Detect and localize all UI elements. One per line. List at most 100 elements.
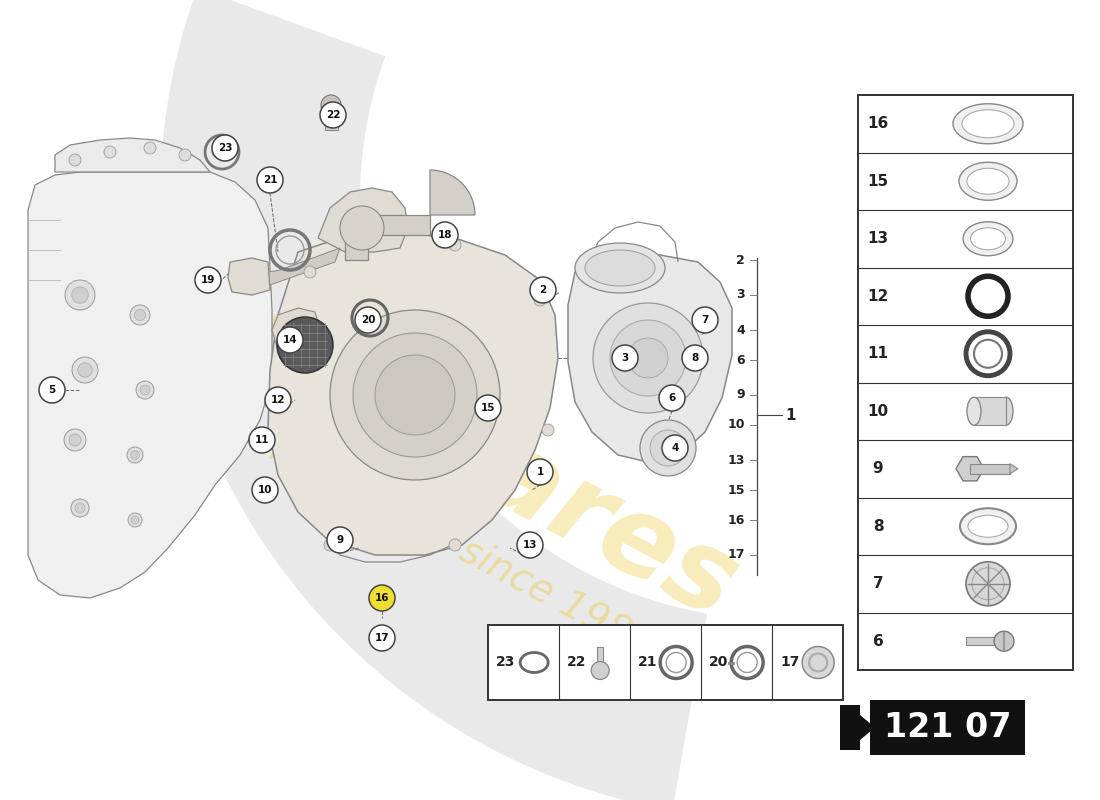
Text: 16: 16 [375,593,389,603]
Ellipse shape [953,104,1023,144]
Text: 1: 1 [785,407,795,422]
Circle shape [593,303,703,413]
Text: eurospares: eurospares [85,218,756,642]
Text: 13: 13 [522,540,537,550]
Text: 7: 7 [872,576,883,591]
Text: 9: 9 [736,389,745,402]
Text: 121 07: 121 07 [883,711,1011,744]
Circle shape [179,149,191,161]
Polygon shape [55,138,210,172]
Circle shape [320,102,346,128]
Polygon shape [272,308,320,362]
Circle shape [591,662,609,679]
Text: 22: 22 [326,110,340,120]
Circle shape [355,307,381,333]
Circle shape [140,385,150,395]
Circle shape [212,135,238,161]
Circle shape [72,357,98,383]
Text: 19: 19 [201,275,216,285]
Circle shape [64,429,86,451]
Polygon shape [1010,464,1018,474]
Text: 4: 4 [671,443,679,453]
Text: 17: 17 [375,633,389,643]
Ellipse shape [967,398,981,426]
Circle shape [682,345,708,371]
Ellipse shape [962,222,1013,256]
Polygon shape [966,638,998,646]
Circle shape [130,305,150,325]
Text: 15: 15 [481,403,495,413]
Circle shape [517,532,543,558]
Text: 21: 21 [263,175,277,185]
Circle shape [610,320,686,396]
Circle shape [304,266,316,278]
Text: a passion for parts since 1985: a passion for parts since 1985 [122,355,658,665]
Circle shape [131,516,139,524]
Circle shape [449,239,461,251]
Circle shape [277,317,333,373]
Circle shape [353,333,477,457]
Ellipse shape [962,110,1014,138]
Text: 16: 16 [868,116,889,131]
Text: 6: 6 [736,354,745,366]
Circle shape [78,363,92,377]
Text: 15: 15 [868,174,889,189]
Text: 22: 22 [568,655,586,670]
FancyBboxPatch shape [870,700,1025,755]
Circle shape [640,420,696,476]
Polygon shape [597,646,603,665]
Text: 17: 17 [727,549,745,562]
Circle shape [340,206,384,250]
Circle shape [368,585,395,611]
Circle shape [65,280,95,310]
Polygon shape [324,108,338,130]
Circle shape [659,385,685,411]
Circle shape [257,167,283,193]
Ellipse shape [970,228,1005,250]
Circle shape [662,435,688,461]
Circle shape [375,355,455,435]
Text: 21: 21 [638,655,658,670]
Text: 11: 11 [868,346,889,362]
Text: 20: 20 [710,655,728,670]
Text: 11: 11 [255,435,270,445]
Ellipse shape [968,515,1008,538]
Circle shape [966,562,1010,606]
Ellipse shape [959,162,1018,200]
Circle shape [75,503,85,513]
Circle shape [195,267,221,293]
Text: 9: 9 [872,462,883,476]
FancyBboxPatch shape [858,95,1072,670]
Circle shape [449,539,461,551]
Polygon shape [568,255,732,462]
Text: 10: 10 [257,485,273,495]
Text: 6: 6 [669,393,675,403]
Text: 12: 12 [271,395,285,405]
Ellipse shape [575,243,666,293]
Polygon shape [840,705,874,750]
Circle shape [252,477,278,503]
Circle shape [324,539,336,551]
Circle shape [104,146,116,158]
Circle shape [327,527,353,553]
Circle shape [432,222,458,248]
Circle shape [321,95,341,115]
Text: 15: 15 [727,483,745,497]
Text: 3: 3 [621,353,628,363]
Circle shape [475,395,500,421]
Polygon shape [974,398,1006,426]
FancyBboxPatch shape [488,625,843,700]
Circle shape [126,447,143,463]
Text: 18: 18 [438,230,452,240]
Ellipse shape [960,508,1016,544]
Text: 14: 14 [283,335,297,345]
Text: 13: 13 [727,454,745,466]
Circle shape [72,499,89,517]
Circle shape [69,154,81,166]
Circle shape [527,459,553,485]
Text: 1: 1 [537,467,543,477]
Circle shape [144,142,156,154]
Ellipse shape [999,398,1013,426]
Text: 10: 10 [868,404,889,418]
Polygon shape [970,464,1010,474]
